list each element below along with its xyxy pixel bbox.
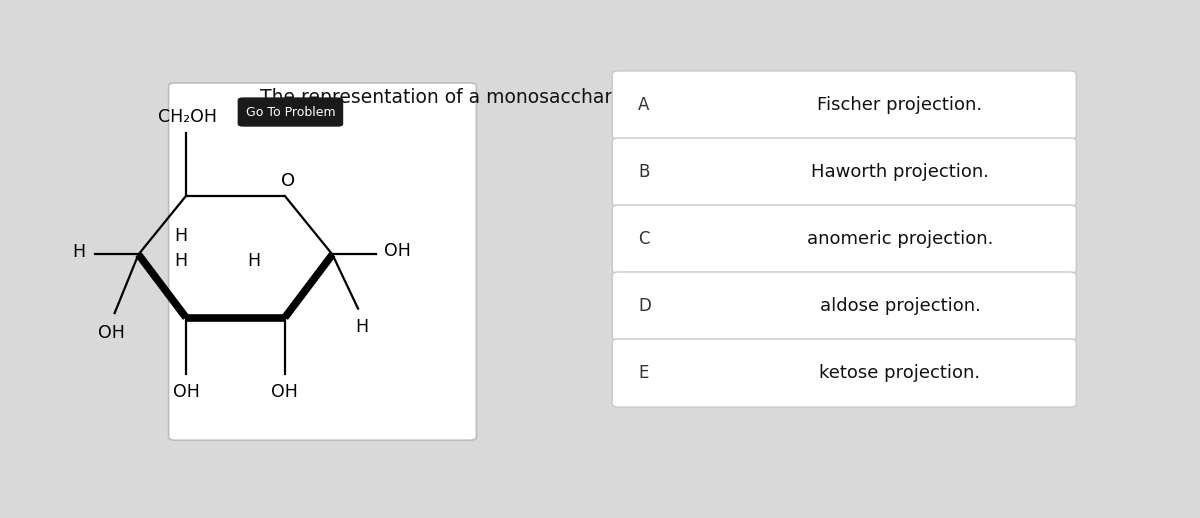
FancyBboxPatch shape bbox=[612, 205, 1076, 273]
Text: ketose projection.: ketose projection. bbox=[820, 364, 980, 382]
FancyBboxPatch shape bbox=[239, 98, 342, 126]
FancyBboxPatch shape bbox=[612, 272, 1076, 340]
Text: A: A bbox=[638, 96, 649, 114]
Text: C: C bbox=[638, 230, 649, 248]
FancyBboxPatch shape bbox=[612, 339, 1076, 407]
FancyBboxPatch shape bbox=[612, 138, 1076, 206]
Text: OH: OH bbox=[97, 324, 125, 342]
Text: Haworth projection.: Haworth projection. bbox=[811, 163, 989, 181]
Text: The representation of a monosaccharide shown here is known as a(n) _____: The representation of a monosaccharide s… bbox=[259, 88, 968, 108]
Text: H: H bbox=[174, 252, 187, 270]
Text: B: B bbox=[638, 163, 649, 181]
Text: Fischer projection.: Fischer projection. bbox=[817, 96, 983, 114]
Text: OH: OH bbox=[271, 383, 299, 401]
Text: H: H bbox=[174, 227, 187, 246]
Text: CH₂OH: CH₂OH bbox=[158, 108, 217, 126]
Text: O: O bbox=[281, 172, 295, 191]
FancyBboxPatch shape bbox=[168, 83, 476, 440]
Text: H: H bbox=[355, 318, 368, 336]
Text: H: H bbox=[247, 252, 260, 270]
Text: H: H bbox=[72, 243, 85, 261]
FancyBboxPatch shape bbox=[612, 71, 1076, 139]
Text: OH: OH bbox=[384, 242, 410, 260]
Text: Go To Problem: Go To Problem bbox=[246, 106, 335, 119]
Text: E: E bbox=[638, 364, 649, 382]
Text: OH: OH bbox=[173, 383, 199, 401]
Text: anomeric projection.: anomeric projection. bbox=[806, 230, 994, 248]
Text: D: D bbox=[638, 297, 652, 315]
Text: aldose projection.: aldose projection. bbox=[820, 297, 980, 315]
